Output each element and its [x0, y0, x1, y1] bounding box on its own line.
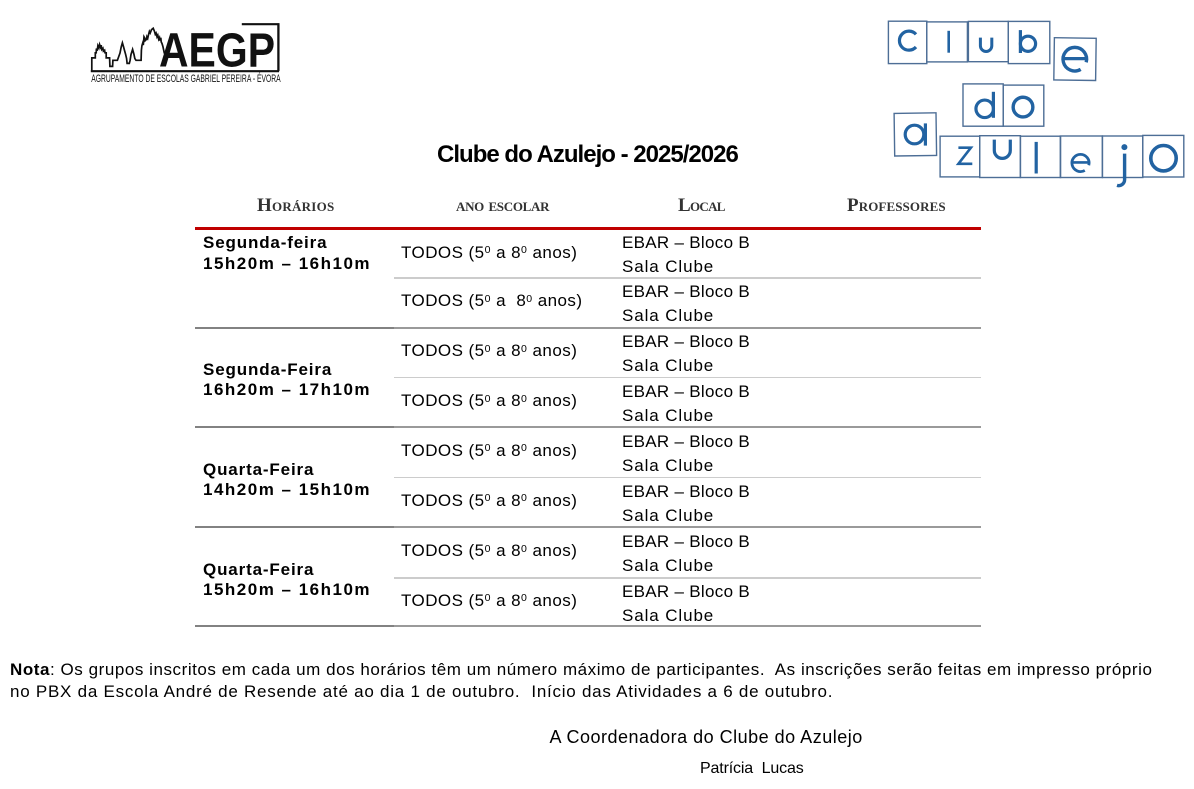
svg-text:AEGP: AEGP: [159, 23, 275, 77]
svg-text:AGRUPAMENTO DE ESCOLAS GABRIEL: AGRUPAMENTO DE ESCOLAS GABRIEL PEREIRA -…: [91, 72, 281, 85]
